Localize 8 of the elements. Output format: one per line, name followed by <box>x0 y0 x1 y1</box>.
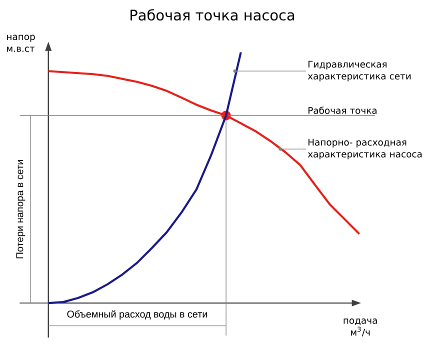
ref-line-label: Рабочая точка <box>308 106 377 114</box>
chart-title: Рабочая точка насоса <box>130 9 294 21</box>
annotation: Напорно- расходная характеристика насоса <box>308 139 422 160</box>
y-axis-title: напор м.в.ст <box>7 35 35 52</box>
x-axis-title: подача м$^{3}$/ч <box>344 318 377 337</box>
annotation: Гидравлическая характеристика сети <box>308 61 411 82</box>
text: Потери напора в сети <box>16 160 26 259</box>
text: Объемный расход воды в сети <box>67 310 207 320</box>
